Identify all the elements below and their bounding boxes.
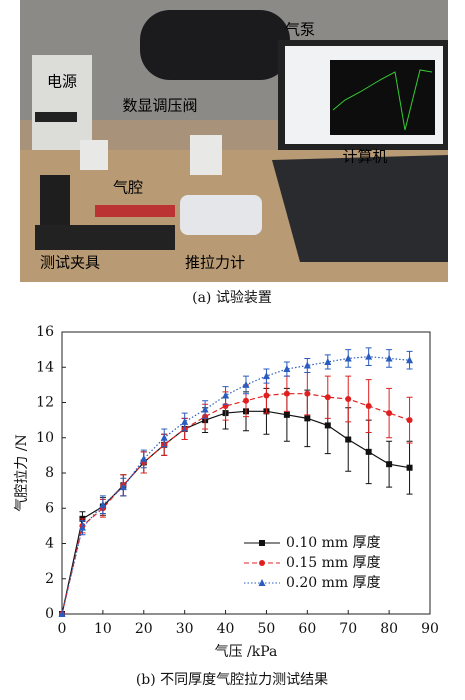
y-tick-label: 14 <box>36 359 54 375</box>
series-line <box>61 356 410 615</box>
x-tick-label: 80 <box>380 621 398 637</box>
photo: 气泵 电源 数显调压阀 计算机 气腔 测试夹具 推拉力计 <box>20 0 448 282</box>
series-line <box>61 410 410 615</box>
power-supply <box>32 55 92 150</box>
marker <box>283 411 290 418</box>
fixture-base <box>35 225 175 250</box>
marker <box>345 436 352 443</box>
screen-curve <box>332 69 433 131</box>
marker <box>324 394 331 401</box>
marker <box>181 417 189 425</box>
air-cavity <box>95 205 175 217</box>
marker <box>345 395 352 402</box>
marker <box>324 422 331 429</box>
y-tick-label: 8 <box>45 465 54 481</box>
series-line <box>61 393 410 615</box>
marker <box>283 365 291 373</box>
marker <box>304 415 311 422</box>
y-axis-label: 气腔拉力 /N <box>14 434 30 511</box>
x-tick-label: 50 <box>258 621 276 637</box>
keyboard <box>272 155 448 262</box>
display <box>35 112 77 122</box>
valve <box>80 140 108 170</box>
marker <box>201 405 209 413</box>
valve <box>190 135 222 175</box>
marker <box>262 372 270 380</box>
x-tick-label: 90 <box>421 621 439 637</box>
photo-caption: (a) 试验装置 <box>192 290 272 306</box>
x-tick-label: 40 <box>217 621 235 637</box>
marker <box>119 483 127 491</box>
marker <box>222 391 230 399</box>
photo-label: 电源 <box>47 73 77 91</box>
marker <box>386 461 393 468</box>
y-tick-label: 10 <box>36 430 54 446</box>
x-tick-label: 70 <box>339 621 357 637</box>
legend-label: 0.15 mm 厚度 <box>286 555 381 571</box>
marker <box>140 454 148 462</box>
marker <box>263 392 270 399</box>
legend-marker <box>258 579 266 586</box>
marker <box>324 357 332 365</box>
legend-marker <box>259 540 265 546</box>
marker <box>365 403 372 410</box>
marker <box>365 352 373 360</box>
photo-label: 数显调压阀 <box>122 97 197 115</box>
y-tick-label: 6 <box>45 500 54 516</box>
marker <box>406 417 413 424</box>
chart-title: (b) 不同厚度气腔拉力测试结果 <box>136 672 328 688</box>
marker <box>344 354 352 362</box>
photo-label: 气腔 <box>113 179 143 197</box>
legend-label: 0.20 mm 厚度 <box>286 575 381 591</box>
y-tick-label: 16 <box>36 324 54 340</box>
photo-label: 推拉力计 <box>185 254 245 272</box>
marker <box>385 354 393 362</box>
plot-frame <box>61 331 431 615</box>
x-axis-label: 气压 /kPa <box>215 644 278 660</box>
marker <box>304 390 311 397</box>
y-tick-label: 4 <box>45 536 54 552</box>
x-tick-label: 60 <box>298 621 316 637</box>
marker <box>303 361 311 369</box>
marker <box>365 448 372 455</box>
marker <box>386 410 393 417</box>
plot-window <box>330 60 435 135</box>
marker <box>406 356 414 364</box>
photo-label: 气泵 <box>285 21 315 39</box>
marker <box>243 397 249 404</box>
marker <box>58 610 66 617</box>
photo-label: 测试夹具 <box>40 254 100 272</box>
x-tick-label: 30 <box>176 621 194 637</box>
marker <box>78 523 86 531</box>
marker <box>160 433 168 441</box>
y-tick-label: 2 <box>45 571 54 587</box>
pump <box>140 10 290 80</box>
legend-label: 0.10 mm 厚度 <box>286 535 381 551</box>
marker <box>242 380 250 388</box>
force-gauge <box>180 195 262 235</box>
x-tick-label: 20 <box>135 621 153 637</box>
marker <box>99 500 107 508</box>
marker <box>406 464 413 471</box>
marker <box>283 390 290 397</box>
photo-label: 计算机 <box>342 148 387 166</box>
legend-marker <box>259 560 265 566</box>
x-tick-label: 0 <box>58 621 67 637</box>
x-tick-label: 10 <box>94 621 112 637</box>
y-tick-label: 0 <box>45 606 54 622</box>
y-tick-label: 12 <box>36 395 54 411</box>
